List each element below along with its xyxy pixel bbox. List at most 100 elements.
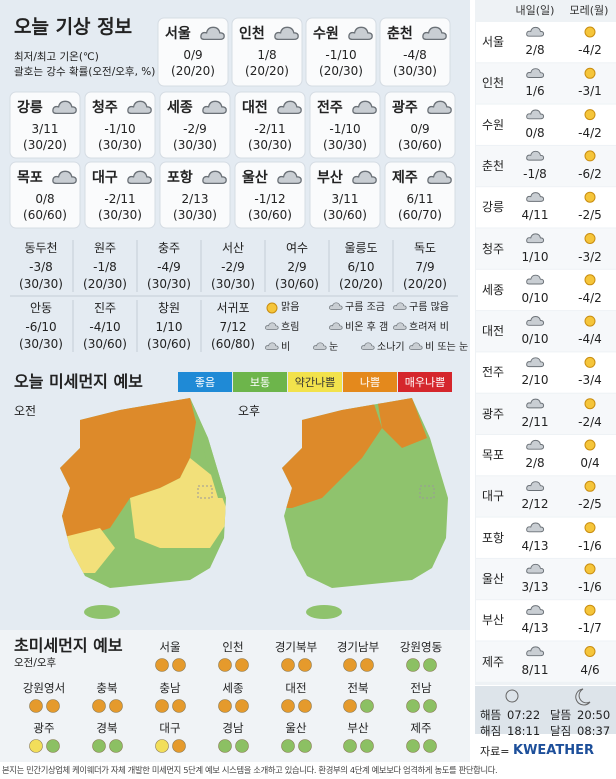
dust-dot bbox=[218, 739, 232, 753]
forecast-temp: 0/8 bbox=[525, 125, 545, 140]
sun-icon bbox=[584, 109, 596, 121]
cloud bbox=[526, 274, 545, 285]
city-rain: (30/30) bbox=[323, 138, 367, 152]
weather-icon bbox=[277, 170, 302, 185]
region-name: 제주 bbox=[410, 721, 432, 735]
forecast-city: 대전 bbox=[481, 324, 505, 339]
city-rain: (60/70) bbox=[398, 208, 442, 222]
forecast-temp: -4/2 bbox=[578, 125, 602, 140]
dust-dot bbox=[281, 699, 295, 713]
weather-icon bbox=[348, 26, 373, 41]
note: 최저/최고 기온(℃) bbox=[14, 51, 99, 63]
weather-icon bbox=[427, 100, 452, 115]
minor-city-rain: (20/30) bbox=[83, 277, 127, 291]
dust-dot bbox=[360, 699, 374, 713]
forecast-city: 대구 bbox=[481, 489, 505, 504]
day-header: 모레(월) bbox=[569, 4, 609, 17]
weather-icon bbox=[313, 342, 327, 350]
weather-icon bbox=[202, 170, 227, 185]
weather-icon bbox=[427, 170, 452, 185]
city-name: 울산 bbox=[242, 170, 268, 186]
dust-dot bbox=[92, 739, 106, 753]
city-rain: (30/30) bbox=[173, 208, 217, 222]
dust-dot bbox=[281, 658, 295, 672]
region-name: 인천 bbox=[222, 640, 244, 654]
fine-dust-title: 초미세먼지 예보 bbox=[14, 636, 123, 655]
minor-city-name: 동두천 bbox=[24, 241, 58, 255]
cloud bbox=[526, 605, 545, 615]
minor-city-name: 충주 bbox=[157, 241, 181, 255]
minor-city-rain: (60/80) bbox=[211, 337, 255, 351]
city-temp: -2/11 bbox=[254, 122, 286, 136]
scale-label: 나쁨 bbox=[359, 376, 381, 389]
fine-dust-subtitle: 오전/오후 bbox=[14, 657, 57, 669]
city-rain: (30/30) bbox=[173, 138, 217, 152]
cloud bbox=[52, 170, 77, 185]
astro-time: 20:50 bbox=[577, 708, 611, 722]
city-rain: (30/20) bbox=[23, 138, 67, 152]
city-temp: -4/8 bbox=[403, 48, 427, 62]
forecast-temp: 1/6 bbox=[525, 84, 545, 99]
city-temp: 0/8 bbox=[35, 192, 55, 206]
am-map bbox=[60, 398, 226, 619]
minor-city-temp: 7/12 bbox=[219, 320, 247, 334]
dust-dot bbox=[235, 699, 249, 713]
region-name: 울산 bbox=[285, 721, 307, 735]
region-name: 광주 bbox=[33, 721, 55, 735]
weather-icon bbox=[202, 100, 227, 115]
minor-city-name: 안동 bbox=[29, 301, 53, 315]
weather-icon bbox=[526, 274, 545, 285]
page-title: 오늘 기상 정보 bbox=[14, 16, 133, 38]
dust-title: 오늘 미세먼지 예보 bbox=[14, 372, 143, 391]
dust-dot bbox=[406, 699, 420, 713]
scale-swatch bbox=[343, 372, 397, 392]
dust-dot bbox=[109, 699, 123, 713]
forecast-temp: -1/6 bbox=[578, 579, 602, 594]
forecast-temp: 2/12 bbox=[521, 497, 549, 512]
forecast-city: 포항 bbox=[481, 530, 505, 545]
city-temp: 1/8 bbox=[257, 48, 277, 62]
city-name: 부산 bbox=[317, 170, 343, 186]
weather-icon bbox=[200, 26, 225, 41]
forecast-city: 광주 bbox=[481, 406, 505, 421]
city-name: 대구 bbox=[92, 170, 118, 186]
cloud bbox=[427, 170, 452, 185]
sun-icon bbox=[584, 233, 596, 244]
sun-icon bbox=[584, 398, 596, 410]
sun-icon bbox=[584, 26, 596, 38]
city-temp: -1/12 bbox=[254, 192, 286, 206]
sun-icon bbox=[505, 689, 519, 703]
forecast-city: 수원 bbox=[481, 117, 505, 132]
dust-dot bbox=[172, 699, 186, 713]
legend-label: 비온 후 갬 bbox=[345, 322, 389, 333]
city-rain: (30/60) bbox=[398, 138, 442, 152]
note: 괄호는 강수 확률(오전/오후, %) bbox=[14, 66, 156, 78]
forecast-temp: -2/4 bbox=[578, 414, 602, 429]
dust-dot bbox=[298, 699, 312, 713]
sun-icon bbox=[584, 67, 596, 79]
scale-label: 매우나쁨 bbox=[404, 376, 446, 389]
minor-city-temp: -1/8 bbox=[93, 260, 117, 274]
cloud bbox=[526, 316, 545, 326]
forecast-temp: 1/10 bbox=[521, 249, 549, 264]
cloud bbox=[526, 563, 545, 574]
forecast-temp: -6/2 bbox=[578, 166, 602, 181]
forecast-temp: -1/6 bbox=[578, 538, 602, 553]
city-rain: (30/60) bbox=[323, 208, 367, 222]
minor-city-name: 독도 bbox=[413, 241, 437, 255]
cloud bbox=[526, 398, 545, 409]
forecast-temp: -1/7 bbox=[578, 621, 602, 636]
dust-dot bbox=[406, 739, 420, 753]
legend-label: 구름 많음 bbox=[409, 302, 449, 313]
dust-dot bbox=[298, 739, 312, 753]
legend-label: 소나기 bbox=[377, 342, 405, 353]
forecast-temp: -2/5 bbox=[578, 208, 602, 223]
sun-icon bbox=[584, 480, 596, 492]
legend-label: 구름 조금 bbox=[345, 302, 385, 313]
dust-dot bbox=[360, 739, 374, 753]
region-name: 경북 bbox=[96, 721, 118, 735]
cloud bbox=[526, 646, 545, 657]
city-name: 전주 bbox=[317, 100, 343, 116]
forecast-city: 목포 bbox=[481, 448, 505, 462]
